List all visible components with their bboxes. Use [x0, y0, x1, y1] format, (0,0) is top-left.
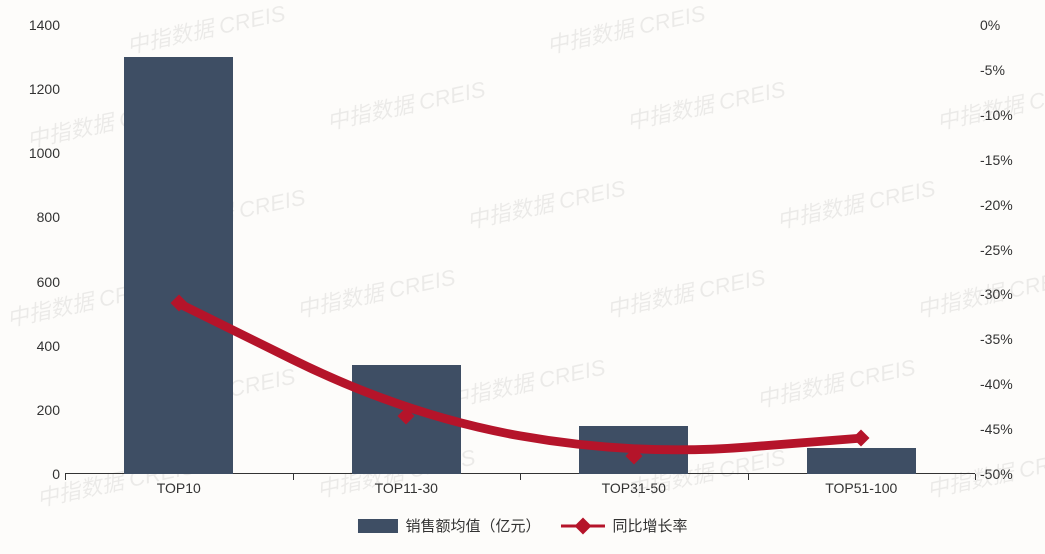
y-right-tick-label: -15% — [980, 152, 1035, 168]
legend-bar-label: 销售额均值（亿元） — [405, 515, 540, 536]
legend: 销售额均值（亿元） 同比增长率 — [357, 515, 687, 536]
line-layer — [65, 25, 975, 474]
legend-line-label: 同比增长率 — [613, 515, 688, 536]
y-right-tick-label: -50% — [980, 466, 1035, 482]
x-tick-mark — [293, 474, 294, 480]
y-left-tick-label: 0 — [10, 466, 60, 482]
x-tick-label: TOP11-30 — [375, 480, 438, 496]
y-right-tick-label: -10% — [980, 107, 1035, 123]
growth-line — [179, 303, 862, 449]
x-tick-mark — [65, 474, 66, 480]
legend-item-line: 同比增长率 — [561, 515, 688, 536]
line-svg — [65, 25, 975, 474]
y-right-tick-label: -35% — [980, 331, 1035, 347]
y-right-tick-label: -45% — [980, 421, 1035, 437]
y-right-tick-label: 0% — [980, 17, 1035, 33]
x-tick-mark — [520, 474, 521, 480]
x-tick-mark — [748, 474, 749, 480]
y-left-tick-label: 400 — [10, 338, 60, 354]
y-right-tick-label: -40% — [980, 376, 1035, 392]
y-right-tick-label: -25% — [980, 242, 1035, 258]
chart-container: 中指数据 CREIS中指数据 CREIS中指数据 CREIS中指数据 CREIS… — [10, 10, 1035, 544]
legend-item-bar: 销售额均值（亿元） — [357, 515, 540, 536]
y-left-tick-label: 200 — [10, 402, 60, 418]
y-left-tick-label: 600 — [10, 274, 60, 290]
x-tick-mark — [975, 474, 976, 480]
y-right-tick-label: -30% — [980, 286, 1035, 302]
y-left-tick-label: 1200 — [10, 81, 60, 97]
plot-area: 中指数据 CREIS中指数据 CREIS中指数据 CREIS中指数据 CREIS… — [65, 25, 975, 474]
y-left-tick-label: 800 — [10, 209, 60, 225]
y-left-tick-label: 1400 — [10, 17, 60, 33]
y-right-tick-label: -5% — [980, 62, 1035, 78]
x-tick-label: TOP31-50 — [602, 480, 666, 496]
y-left-tick-label: 1000 — [10, 145, 60, 161]
x-tick-label: TOP10 — [157, 480, 201, 496]
legend-bar-swatch — [357, 519, 397, 533]
legend-line-swatch — [561, 519, 605, 533]
y-right-tick-label: -20% — [980, 197, 1035, 213]
x-tick-label: TOP51-100 — [825, 480, 897, 496]
